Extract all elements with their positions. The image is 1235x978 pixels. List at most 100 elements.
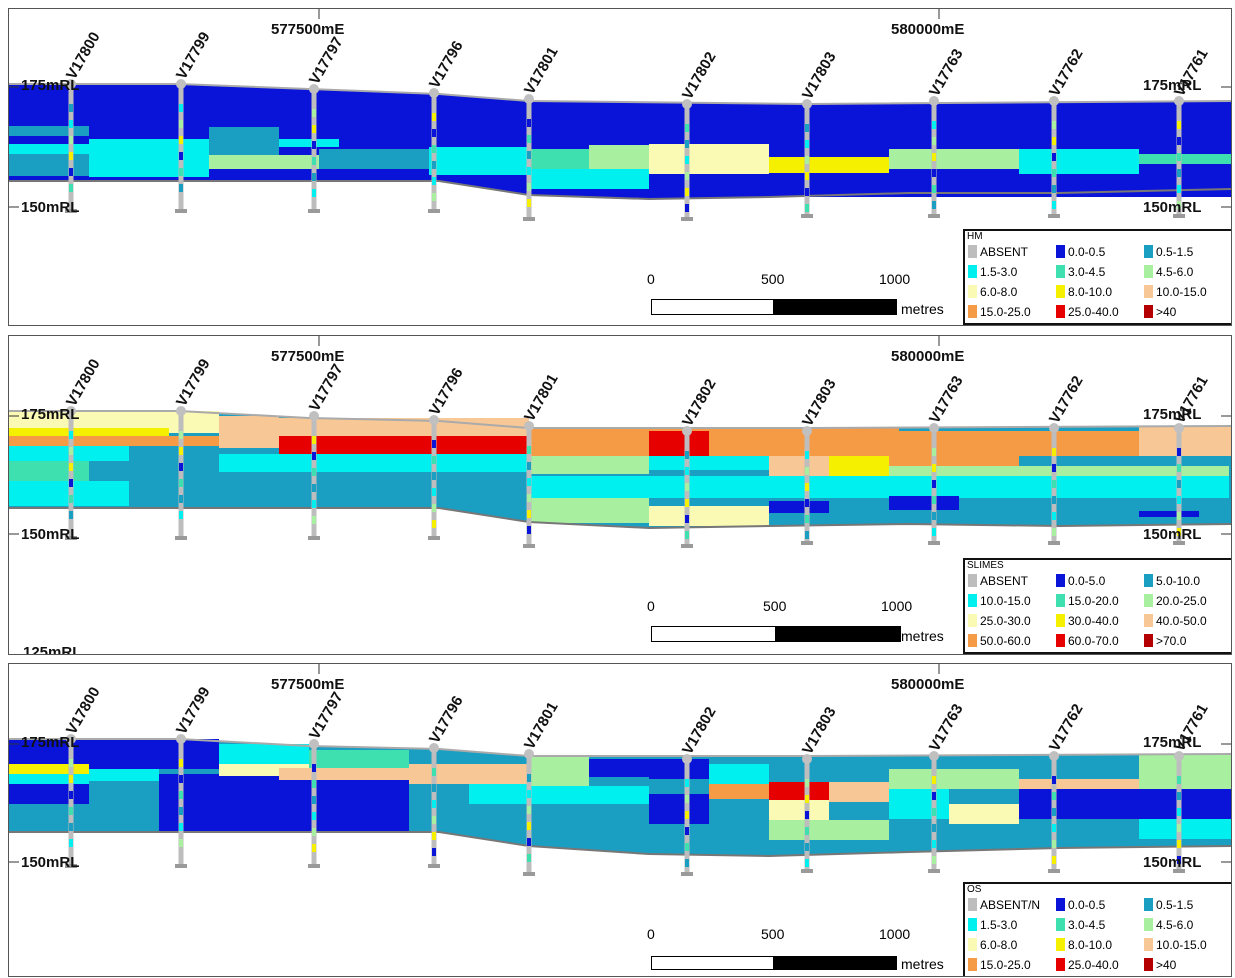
legend-item: 25.0-40.0 <box>1056 956 1119 974</box>
legend-item: 5.0-10.0 <box>1144 572 1200 590</box>
legend-swatch <box>968 898 977 911</box>
drillhole <box>523 94 535 221</box>
legend-swatch <box>1144 245 1153 258</box>
legend-label: >70.0 <box>1156 634 1187 648</box>
legend-item: 0.5-1.5 <box>1144 896 1193 914</box>
drillhole <box>1048 423 1060 545</box>
legend-swatch <box>1144 634 1153 647</box>
legend-label: 15.0-25.0 <box>980 305 1031 319</box>
legend-item: 40.0-50.0 <box>1144 612 1207 630</box>
legend-swatch <box>968 938 977 951</box>
legend-label: ABSENT <box>980 574 1029 588</box>
legend-swatch <box>1056 265 1065 278</box>
drillhole <box>928 96 940 218</box>
drillhole <box>65 734 77 868</box>
legend-item: ABSENT/N <box>968 896 1040 914</box>
drillhole <box>1048 96 1060 218</box>
legend-item: 1.5-3.0 <box>968 263 1017 281</box>
legend-item: 15.0-25.0 <box>968 956 1031 974</box>
legend-swatch <box>1056 245 1065 258</box>
drillhole <box>681 426 693 548</box>
legend-label: 6.0-8.0 <box>980 285 1018 299</box>
legend-swatch <box>968 594 977 607</box>
drillhole <box>175 406 187 540</box>
drillhole <box>1173 96 1185 218</box>
slimes-legend-title: SLIMES <box>967 560 1004 571</box>
easting-label-577500: 577500mE <box>271 21 345 38</box>
legend-item: 1.5-3.0 <box>968 916 1017 934</box>
legend-swatch <box>1144 285 1153 298</box>
legend-item: >70.0 <box>1144 632 1186 650</box>
legend-label: 60.0-70.0 <box>1068 634 1119 648</box>
legend-item: 25.0-30.0 <box>968 612 1031 630</box>
legend-swatch <box>968 285 977 298</box>
rl-label-175-right: 175mRL <box>1143 77 1202 94</box>
legend-swatch <box>968 614 977 627</box>
legend-swatch <box>1144 594 1153 607</box>
easting-label-577500: 577500mE <box>271 676 345 693</box>
os-grade-bands <box>9 739 1231 840</box>
legend-label: 8.0-10.0 <box>1068 938 1113 952</box>
slimes-section-panel: 577500mE 580000mE 175mRL 150mRL 175mRL 1… <box>8 335 1232 655</box>
os-legend: OS ABSENT/N 0.0-0.5 0.5-1.5 1.5-3.0 3.0-4.5 4… <box>963 882 1231 976</box>
drillhole <box>1048 751 1060 873</box>
legend-swatch <box>968 245 977 258</box>
scale-label-500: 500 <box>763 598 787 614</box>
scale-label-1000: 1000 <box>879 926 911 942</box>
legend-label: 15.0-25.0 <box>980 958 1031 972</box>
legend-label: 10.0-15.0 <box>1156 285 1207 299</box>
legend-swatch <box>1056 634 1065 647</box>
legend-swatch <box>1056 574 1065 587</box>
os-section-svg <box>9 664 1231 876</box>
hm-legend-title: HM <box>967 231 983 242</box>
legend-swatch <box>968 918 977 931</box>
scale-label-0: 0 <box>647 598 655 614</box>
rl-label-125-partial: 125mRL <box>23 644 82 655</box>
legend-item: 6.0-8.0 <box>968 936 1017 954</box>
legend-label: 8.0-10.0 <box>1068 285 1113 299</box>
drillhole <box>175 79 187 213</box>
os-drillholes <box>65 734 1185 876</box>
drillhole <box>65 79 77 213</box>
drillhole <box>175 734 187 868</box>
legend-item: 4.5-6.0 <box>1144 916 1193 934</box>
drillhole <box>801 426 813 545</box>
legend-label: 0.5-1.5 <box>1156 898 1194 912</box>
drillhole <box>928 751 940 873</box>
legend-swatch <box>1144 938 1153 951</box>
slimes-section-svg <box>9 336 1231 548</box>
legend-item: 4.5-6.0 <box>1144 263 1193 281</box>
legend-label: 15.0-20.0 <box>1068 594 1119 608</box>
drillhole <box>1173 423 1185 545</box>
legend-item: >40 <box>1144 956 1176 974</box>
legend-label: 3.0-4.5 <box>1068 265 1106 279</box>
legend-label: 0.0-0.5 <box>1068 898 1106 912</box>
legend-label: 5.0-10.0 <box>1156 574 1201 588</box>
legend-item: 0.0-5.0 <box>1056 572 1105 590</box>
legend-label: 50.0-60.0 <box>980 634 1031 648</box>
os-legend-title: OS <box>967 884 982 895</box>
legend-item: 3.0-4.5 <box>1056 916 1105 934</box>
legend-label: 0.5-1.5 <box>1156 245 1194 259</box>
legend-swatch <box>968 634 977 647</box>
os-scale-bar: 0 500 1000 metres <box>647 926 959 976</box>
legend-label: 30.0-40.0 <box>1068 614 1119 628</box>
legend-label: 1.5-3.0 <box>980 265 1018 279</box>
legend-item: 10.0-15.0 <box>968 592 1031 610</box>
legend-swatch <box>1056 938 1065 951</box>
legend-label: 0.0-5.0 <box>1068 574 1106 588</box>
legend-label: 40.0-50.0 <box>1156 614 1207 628</box>
scale-label-0: 0 <box>647 926 655 942</box>
legend-item: 6.0-8.0 <box>968 283 1017 301</box>
legend-swatch <box>1056 918 1065 931</box>
drillhole <box>681 754 693 876</box>
legend-swatch <box>1144 305 1153 318</box>
rl-label-175: 175mRL <box>21 77 80 94</box>
rl-label-175: 175mRL <box>21 406 80 423</box>
legend-swatch <box>1056 614 1065 627</box>
drillhole <box>308 411 320 540</box>
hm-scale-bar: 0 500 1000 metres <box>647 271 959 321</box>
legend-label: 25.0-30.0 <box>980 614 1031 628</box>
legend-label: 4.5-6.0 <box>1156 918 1194 932</box>
drillhole <box>308 739 320 868</box>
